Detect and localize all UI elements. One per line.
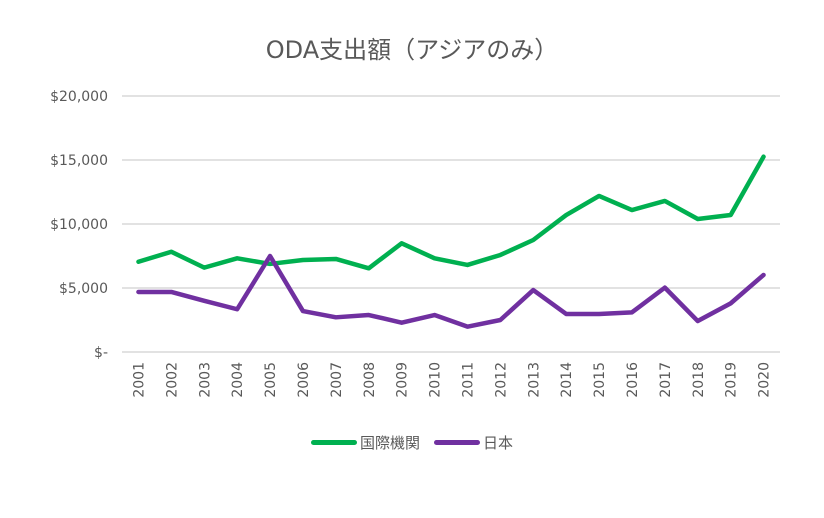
x-tick-label: 2016 [625, 362, 641, 398]
legend-swatch-japan [434, 440, 480, 445]
x-tick-label: 2013 [526, 362, 542, 398]
y-axis-ticks: $- $5,000 $10,000 $15,000 $20,000 [50, 89, 108, 361]
x-tick-label: 2017 [658, 362, 674, 398]
legend-label: 日本 [483, 434, 514, 452]
series-lines [136, 154, 766, 329]
legend-swatch-international [310, 440, 357, 445]
x-tick-label: 2020 [757, 362, 773, 398]
x-tick-label: 2015 [592, 362, 608, 398]
legend: 国際機関 日本 [0, 432, 824, 453]
y-tick-label: $20,000 [50, 89, 108, 105]
x-tick-label: 2018 [691, 362, 707, 398]
x-tick-label: 2001 [131, 362, 147, 398]
x-tick-label: 2007 [329, 362, 345, 398]
x-tick-label: 2004 [230, 362, 246, 398]
series-line-japan[interactable] [136, 253, 766, 329]
x-tick-label: 2010 [428, 362, 444, 398]
x-tick-label: 2009 [395, 362, 411, 398]
x-axis-ticks: 2001 2002 2003 2004 2005 2006 2007 2008 2009 2010… [131, 362, 772, 398]
x-tick-label: 2008 [362, 362, 378, 398]
x-tick-label: 2019 [724, 362, 740, 398]
x-tick-label: 2002 [164, 362, 180, 398]
y-tick-label: $10,000 [50, 217, 108, 233]
x-tick-label: 2003 [197, 362, 213, 398]
x-tick-label: 2005 [263, 362, 279, 398]
legend-item-international[interactable]: 国際機関 [310, 432, 420, 453]
x-tick-label: 2012 [493, 362, 509, 398]
legend-label: 国際機関 [359, 434, 420, 452]
y-tick-label: $- [94, 345, 108, 361]
legend-item-japan[interactable]: 日本 [434, 432, 513, 453]
x-tick-label: 2006 [296, 362, 312, 398]
series-line-international[interactable] [136, 154, 766, 271]
y-tick-label: $5,000 [59, 281, 108, 297]
x-tick-label: 2014 [559, 362, 575, 398]
chart-title: ODA支出額（アジアのみ） [265, 36, 559, 64]
gridlines [122, 95, 780, 353]
y-tick-label: $15,000 [50, 153, 108, 169]
x-tick-label: 2011 [460, 362, 476, 398]
